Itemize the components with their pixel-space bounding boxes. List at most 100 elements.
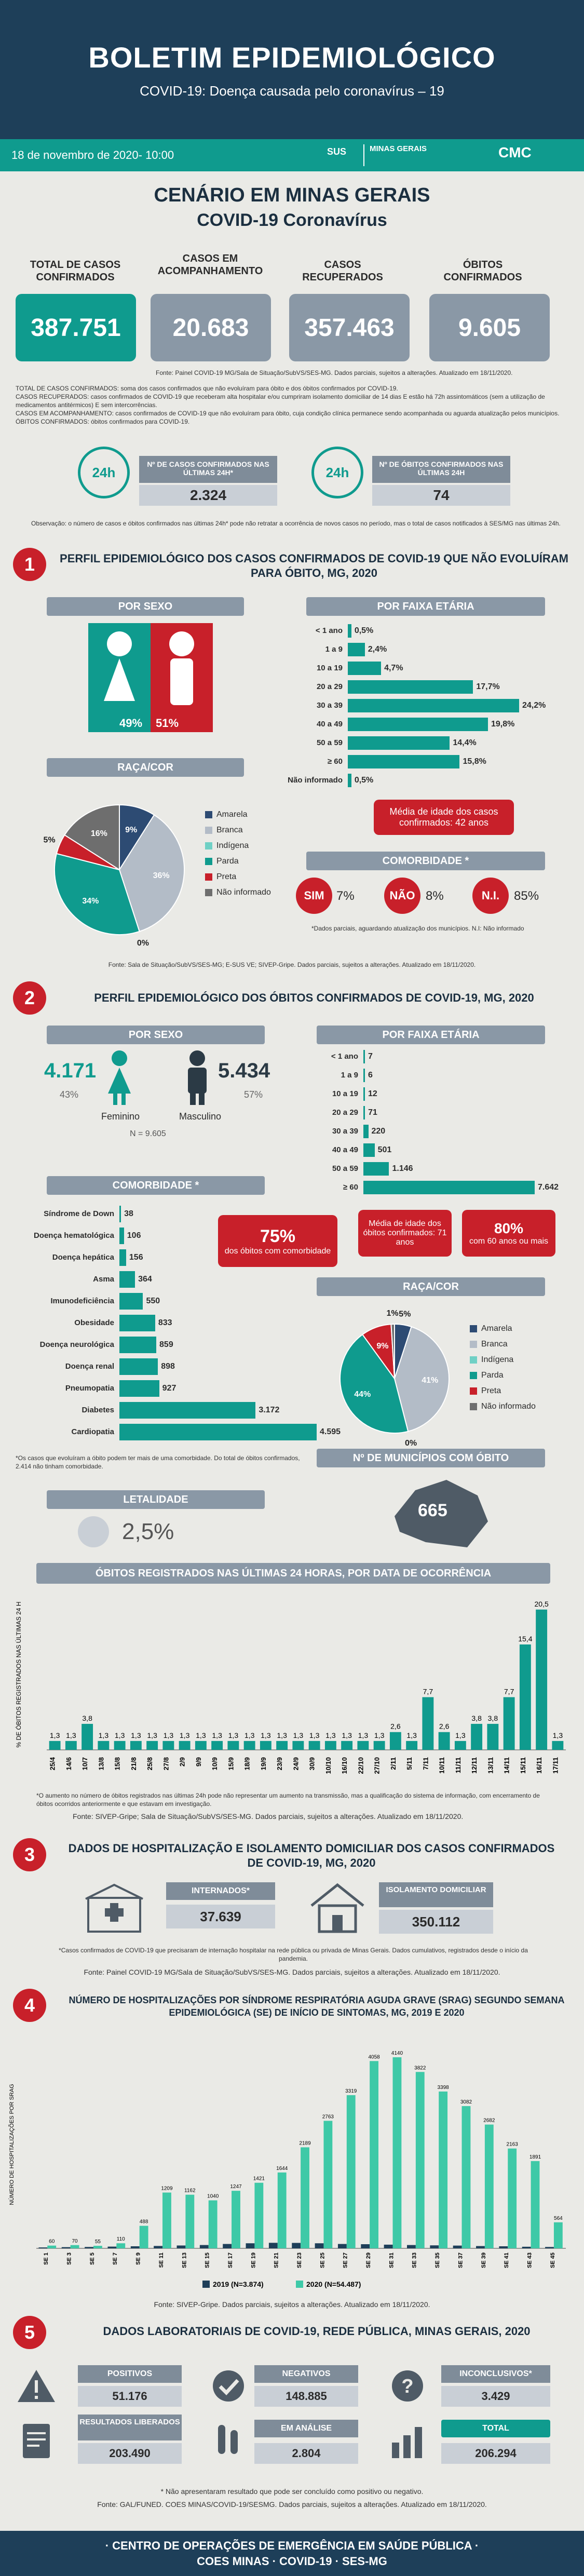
s1-age-label: 20 a 29	[316, 682, 343, 691]
deaths24-value: 1,3	[374, 1731, 385, 1739]
s1-sex-label: POR SEXO	[47, 597, 244, 616]
srag-value: 1247	[230, 2184, 242, 2190]
legend-label: Amarela	[481, 1324, 512, 1333]
srag-value: 3082	[460, 2099, 472, 2105]
pie-label: 1%	[386, 1309, 398, 1318]
legend-swatch	[205, 889, 212, 896]
legend-item: Parda	[470, 1371, 536, 1380]
deaths24-value: 3,8	[488, 1714, 498, 1722]
srag-bar	[407, 2245, 416, 2248]
s1-age-value: 2,4%	[368, 645, 387, 654]
s2-comorb-bar	[119, 1380, 159, 1397]
s5-total-value: 206.294	[441, 2443, 550, 2464]
srag-value: 1040	[207, 2194, 219, 2200]
s5-positive-label: POSITIVOS	[78, 2365, 182, 2383]
footer-line-2: COES MINAS · COVID-19 · SES-MG	[197, 2555, 387, 2568]
s2-comorb-value: 833	[158, 1318, 172, 1327]
s2-comorb-label: Pneumopatia	[65, 1384, 114, 1393]
deaths24-date: 14/11	[503, 1757, 511, 1774]
cases-24h-label: Nº DE CASOS CONFIRMADOS NAS ÚLTIMAS 24H*	[139, 456, 277, 483]
s2-age-label: POR FAIXA ETÁRIA	[317, 1026, 545, 1044]
deaths24-bar	[471, 1723, 483, 1750]
s2-age-bar	[363, 1087, 365, 1101]
svg-text:?: ?	[401, 2376, 413, 2397]
s2-age-value: 220	[371, 1127, 386, 1136]
s1-source: Fonte: Sala de Situação/SubVS/SES-MG; E-…	[108, 961, 476, 968]
deaths24-date: 13/8	[97, 1757, 105, 1770]
kpi-recovered-value: 357.463	[289, 294, 410, 361]
s1-age-mean: Média de idade dos casos confirmados: 42…	[374, 800, 514, 835]
deaths24-value: 1,3	[455, 1731, 466, 1739]
s1-sex-pie	[88, 623, 213, 732]
sus-logo: SUS	[327, 146, 347, 157]
s5-negative-value: 148.885	[254, 2386, 358, 2407]
s2-comorb-label: COMORBIDADE *	[47, 1176, 265, 1195]
s2-comorb-bar	[119, 1337, 157, 1353]
legend-label: 2020 (N=54.487)	[306, 2280, 361, 2288]
srag-bar	[85, 2247, 93, 2248]
s1-race-legend: Amarela Branca Indígena Parda Preta Não infor…	[205, 810, 271, 903]
srag-value: 110	[117, 2236, 125, 2242]
section-2-title: PERFIL EPIDEMIOLÓGICO DOS ÓBITOS CONFIRM…	[94, 991, 534, 1004]
srag-bar	[223, 2244, 232, 2248]
pie-label: 5%	[44, 836, 56, 845]
s5-released-label: RESULTADOS LIBERADOS	[78, 2415, 182, 2440]
pie-label: 16%	[91, 829, 107, 838]
s3-note: *Casos confirmados de COVID-19 que preci…	[59, 1947, 528, 1962]
s2-comorb-label: Asma	[93, 1275, 114, 1284]
deaths24-bar	[195, 1741, 207, 1750]
legend-item: Não informado	[470, 1402, 536, 1411]
srag-bar	[208, 2200, 218, 2248]
srag-week: SE 3	[66, 2253, 73, 2265]
legend-label: Amarela	[216, 810, 248, 819]
s1-age-label: 1 a 9	[325, 645, 343, 654]
cmc-logo: CMC	[498, 144, 532, 160]
s2-race-pie: 5% 41% 0% 44% 9% 1%	[339, 1309, 450, 1448]
deaths24-bar	[389, 1732, 401, 1750]
minas-gerais-logo: MINAS GERAIS	[363, 144, 472, 166]
deaths24-bar	[98, 1741, 110, 1750]
deaths24-date: 2/9	[179, 1757, 186, 1766]
srag-week: SE 29	[365, 2253, 372, 2268]
section-3-number: 3	[13, 1838, 46, 1871]
s2-comorb-value: 927	[162, 1384, 176, 1393]
s2-comorb-label: Doença neurológica	[39, 1340, 114, 1349]
srag-bar	[232, 2191, 240, 2248]
deaths24-value: 1,3	[131, 1731, 141, 1739]
srag-bar	[545, 2247, 554, 2248]
s2-female-pct: 43%	[60, 1089, 79, 1100]
deaths24-date: 25/4	[49, 1757, 57, 1770]
section-4-number: 4	[13, 1989, 46, 2022]
s2-comorb-label: Imunodeficiência	[50, 1297, 114, 1305]
clock-24h-icon: 24h	[78, 447, 130, 498]
deaths24-value: 1,3	[164, 1731, 174, 1739]
srag-week: SE 23	[296, 2253, 303, 2268]
kpi-source: Fonte: Painel COVID-19 MG/Sala de Situaç…	[156, 369, 513, 376]
deaths24-value: 1,3	[261, 1731, 271, 1739]
deaths24-value: 1,3	[147, 1731, 157, 1739]
s2-comorb-value: 3.172	[259, 1406, 280, 1414]
deaths24-bar	[179, 1741, 191, 1750]
deaths24-value: 1,3	[212, 1731, 222, 1739]
deaths24-date: 2/11	[389, 1757, 397, 1770]
deaths24-date: 9/9	[195, 1757, 202, 1766]
s1-race-pie: 9% 36% 0% 34% 5% 16%	[44, 804, 185, 948]
s1-age-value: 17,7%	[476, 682, 500, 691]
section-5-title: DADOS LABORATORIAIS DE COVID-19, REDE PÚ…	[103, 2325, 531, 2338]
s2-comorb-label: Síndrome de Down	[44, 1209, 114, 1218]
s2-lethality-label: LETALIDADE	[47, 1490, 265, 1509]
s2-comorb-bar	[119, 1402, 256, 1419]
deaths24-value: 3,8	[471, 1714, 482, 1722]
deaths24-bar	[211, 1741, 223, 1750]
s2-over60-text: com 60 anos ou mais	[469, 1237, 549, 1246]
pie-label: 9%	[125, 826, 137, 834]
srag-week: SE 33	[412, 2253, 418, 2268]
legend-swatch	[202, 2281, 210, 2288]
check-icon	[208, 2368, 249, 2404]
pie-label: 36%	[153, 871, 170, 880]
legend-item: Indígena	[205, 841, 271, 851]
legend-item: Parda	[205, 857, 271, 866]
srag-bar	[254, 2182, 264, 2248]
s2-comorb-pct: 75%	[260, 1226, 296, 1246]
s2-lethality-value: 2,5%	[122, 1519, 174, 1544]
